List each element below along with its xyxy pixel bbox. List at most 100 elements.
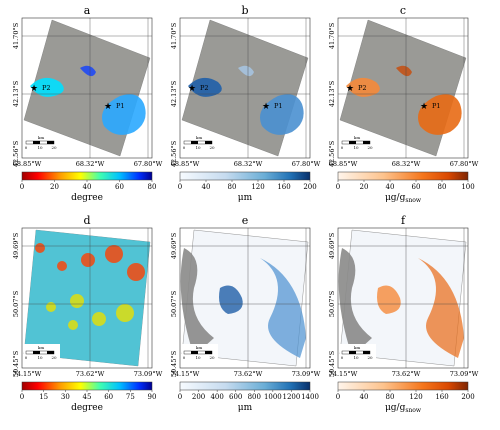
scale-tick: 10 [353,355,359,360]
scale-segment [349,141,356,144]
colorbar [21,381,153,391]
colorbar-tick-label: 1200 [283,393,301,401]
scale-segment [205,351,212,354]
latitude-label: 41.70°S [328,23,336,49]
colorbar-tick-label: 0 [336,393,340,401]
overlay-region [105,245,123,263]
overlay-region [24,230,150,366]
longitude-label: 67.80°W [450,160,479,168]
overlay-region [46,302,56,312]
panel-e: e 49.69°S 50.07°S 50.45°S74.15°W 73.62°W 73.0… [170,214,321,413]
scale-unit: km [38,345,44,350]
colorbar-tick-label: 45 [83,393,92,401]
overlay-region [188,77,222,97]
colorbar-tick-label: 160 [435,393,448,401]
panel-letter: b [241,4,248,17]
longitude-label: 73.09°W [134,370,163,378]
scale-tick: 0 [341,355,344,360]
point-marker-icon: ★ [104,102,112,112]
colorbar-tick-label: 0 [178,183,182,191]
scale-segment [33,351,40,354]
longitude-label: 68.32°W [76,160,105,168]
overlay-region [57,261,67,271]
scale-tick: 20 [367,355,373,360]
longitude-label: 73.09°W [450,370,479,378]
colorbar-tick-label: 40 [386,183,395,191]
overlay-region [81,253,95,267]
longitude-label: 67.80°W [134,160,163,168]
longitude-label: 68.85°W [329,160,358,168]
terrain-region [180,248,214,356]
latitude-label: 42.56°S [328,141,336,167]
colorbar-tick-label: 1000 [264,393,282,401]
colorbar-tick-label: 40 [360,393,369,401]
scale-tick: 20 [209,145,215,150]
overlay-region [116,304,134,322]
latitude-label: 49.69°S [12,233,20,259]
scale-tick: 0 [25,145,28,150]
scale-unit: km [38,135,44,140]
scale-tick: 0 [341,145,344,150]
latitude-label: 50.07°S [12,291,20,317]
overlay-region [30,77,64,97]
panel-letter: f [401,214,406,227]
colorbar-unit-subscript: snow [405,197,422,204]
colorbar [337,381,469,391]
colorbar-tick-label: 120 [409,393,422,401]
colorbar-tick-label: 100 [461,183,474,191]
latitude-label: 41.70°S [12,23,20,49]
colorbar-tick-label: 0 [336,183,340,191]
overlay-region [127,263,145,281]
point-label: P1 [432,102,441,110]
overlay-region [92,312,106,326]
colorbar-tick-label: 40 [83,183,92,191]
colorbar-tick-label: 75 [126,393,135,401]
colorbar-tick-label: 0 [20,393,24,401]
overlay-region [377,285,401,314]
longitude-label: 73.09°W [292,370,321,378]
scale-unit: km [354,345,360,350]
longitude-label: 74.15°W [329,370,358,378]
colorbar [21,171,153,181]
longitude-label: 73.62°W [234,370,263,378]
scale-unit: km [196,135,202,140]
overlay-region [219,285,243,314]
latitude-label: 50.07°S [328,291,336,317]
point-label: P1 [274,102,283,110]
colorbar-tick-label: 30 [61,393,70,401]
colorbar-unit: degree [71,403,103,413]
panel-letter: d [83,214,90,227]
latitude-label: 42.13°S [328,81,336,107]
point-label: P2 [200,84,209,92]
point-marker-icon: ★ [346,84,354,94]
scale-tick: 20 [51,145,57,150]
colorbar-tick-label: 120 [251,183,264,191]
latitude-label: 50.07°S [170,291,178,317]
longitude-label: 68.85°W [171,160,200,168]
overlay-region [260,258,306,358]
colorbar-tick-label: 160 [277,183,290,191]
panel-d: d 49.69°S 50.07°S 50.45°S74.15°W 73.62°W 73.0… [12,214,163,413]
scale-segment [47,351,54,354]
longitude-label: 74.15°W [13,370,42,378]
latitude-label: 42.13°S [12,81,20,107]
scale-segment [363,351,370,354]
colorbar-tick-label: 200 [461,393,474,401]
latitude-label: 49.69°S [170,233,178,259]
overlay-region [346,77,380,97]
colorbar-tick-label: 200 [192,393,205,401]
terrain-region [338,248,372,356]
colorbar-tick-label: 400 [210,393,223,401]
scale-unit: km [196,345,202,350]
colorbar-tick-label: 15 [39,393,48,401]
colorbar-tick-label: 80 [386,393,395,401]
panel-c: c 41.70°S 42.13°S 42.56°S68.85°W 68.32°W 67.8… [328,4,479,204]
scale-tick: 20 [209,355,215,360]
colorbar-unit-subscript: snow [405,407,422,414]
overlay-region [68,320,78,330]
scale-segment [33,141,40,144]
panel-letter: a [84,4,91,17]
longitude-label: 73.62°W [76,370,105,378]
overlay-region [396,65,412,77]
overlay-region [102,94,146,135]
